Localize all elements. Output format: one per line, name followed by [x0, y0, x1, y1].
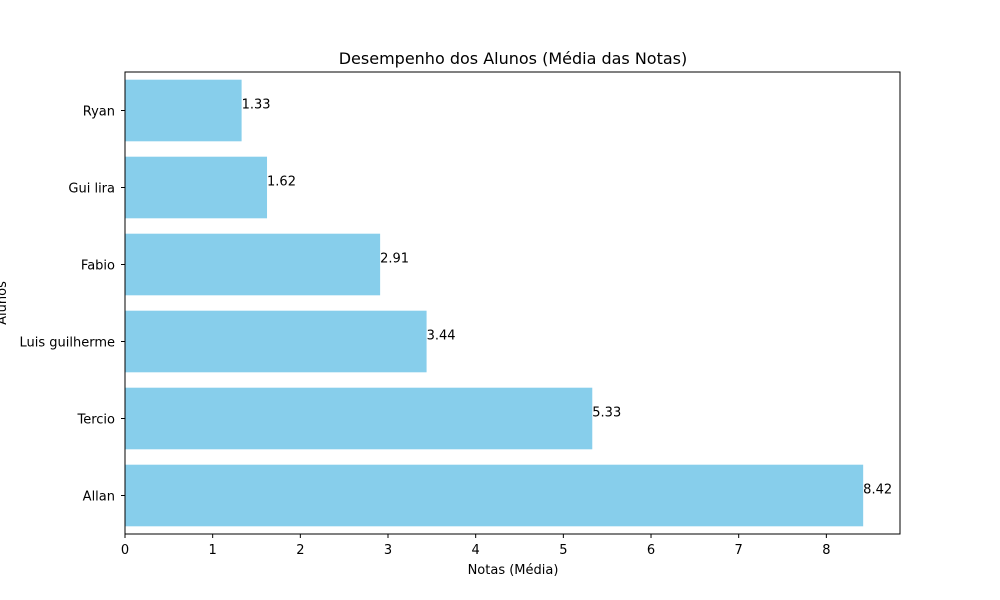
value-label: 1.33: [242, 98, 271, 113]
value-label: 2.91: [380, 252, 409, 267]
y-axis-ticks: Allan Tercio Luis guilherme Fabio Gui lira Ry…: [19, 105, 125, 505]
y-tick-label: Fabio: [81, 259, 115, 274]
y-tick-label: Luis guilherme: [19, 336, 115, 351]
bar-luis-guilherme: [125, 310, 427, 373]
x-tick-label: 4: [472, 543, 480, 558]
value-label: 1.62: [267, 175, 296, 190]
x-tick-label: 3: [384, 543, 392, 558]
plot-frame: [124, 71, 901, 535]
x-tick-label: 6: [647, 543, 655, 558]
value-label: 5.33: [592, 406, 621, 421]
y-tick-label: Allan: [83, 490, 115, 505]
y-tick-label: Ryan: [83, 105, 115, 120]
value-labels-group: 8.42 5.33 3.44 2.91 1.62 1.33: [242, 98, 893, 498]
y-tick-label: Gui lira: [68, 182, 115, 197]
chart-title: Desempenho dos Alunos (Média das Notas): [339, 49, 688, 68]
bar-ryan: [125, 79, 242, 142]
value-label: 8.42: [863, 483, 892, 498]
y-tick-label: Tercio: [76, 413, 115, 428]
x-tick-label: 1: [209, 543, 217, 558]
x-tick-label: 0: [121, 543, 129, 558]
value-label: 3.44: [427, 329, 456, 344]
x-tick-label: 7: [735, 543, 743, 558]
bar-gui-lira: [125, 156, 268, 219]
y-axis-label: Alunos: [0, 281, 10, 325]
x-axis-ticks: 0 1 2 3 4 5 6 7 8: [121, 534, 830, 558]
x-tick-label: 8: [822, 543, 830, 558]
bar-allan: [125, 464, 864, 527]
x-tick-label: 2: [296, 543, 304, 558]
bar-tercio: [125, 387, 593, 450]
bars-group: [125, 79, 864, 527]
x-axis-label: Notas (Média): [468, 563, 559, 578]
bar-fabio: [125, 233, 381, 296]
x-tick-label: 5: [559, 543, 567, 558]
